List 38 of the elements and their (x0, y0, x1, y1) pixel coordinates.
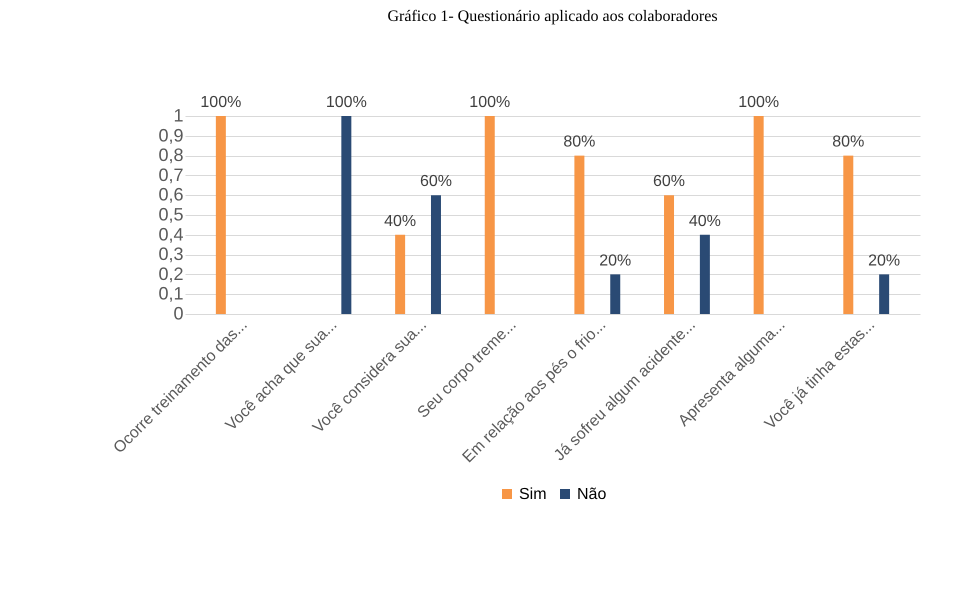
y-tick-label: 0 (173, 304, 184, 324)
y-tick-label: 0,4 (158, 224, 184, 244)
y-tick-label: 1 (173, 106, 184, 126)
bar (216, 116, 226, 314)
data-label: 60% (653, 173, 686, 190)
bar (430, 195, 441, 314)
y-tick-label: 0,7 (158, 164, 184, 185)
bar (341, 116, 352, 314)
bar (754, 116, 764, 314)
legend-label: Sim (519, 486, 547, 503)
y-tick-label: 0,1 (158, 284, 184, 304)
data-label: 100% (738, 94, 780, 111)
data-label: 40% (384, 212, 416, 230)
data-label: 80% (832, 134, 864, 151)
data-label: 80% (563, 134, 596, 151)
legend-label: Não (577, 486, 606, 503)
data-label: 100% (326, 94, 367, 111)
y-tick-label: 0,8 (158, 145, 184, 166)
bar (700, 234, 710, 314)
data-label: 20% (868, 252, 900, 270)
bar (395, 234, 406, 314)
y-tick-label: 0,6 (158, 184, 184, 205)
bar (879, 274, 890, 314)
bar (664, 195, 674, 314)
y-tick-label: 0,5 (158, 204, 184, 224)
data-label: 100% (200, 94, 242, 111)
bar (484, 116, 495, 314)
bar (843, 156, 854, 314)
y-tick-label: 0,2 (158, 264, 184, 284)
bar (610, 274, 620, 314)
y-tick-label: 0,9 (158, 125, 184, 146)
y-tick-label: 0,3 (158, 244, 184, 264)
bar (574, 156, 584, 314)
chart-title: Gráfico 1- Questionário aplicado aos colaboradores (387, 8, 718, 25)
data-label: 20% (599, 252, 632, 270)
data-label: 40% (688, 212, 721, 230)
data-label: 60% (420, 173, 452, 190)
data-label: 100% (469, 94, 510, 111)
